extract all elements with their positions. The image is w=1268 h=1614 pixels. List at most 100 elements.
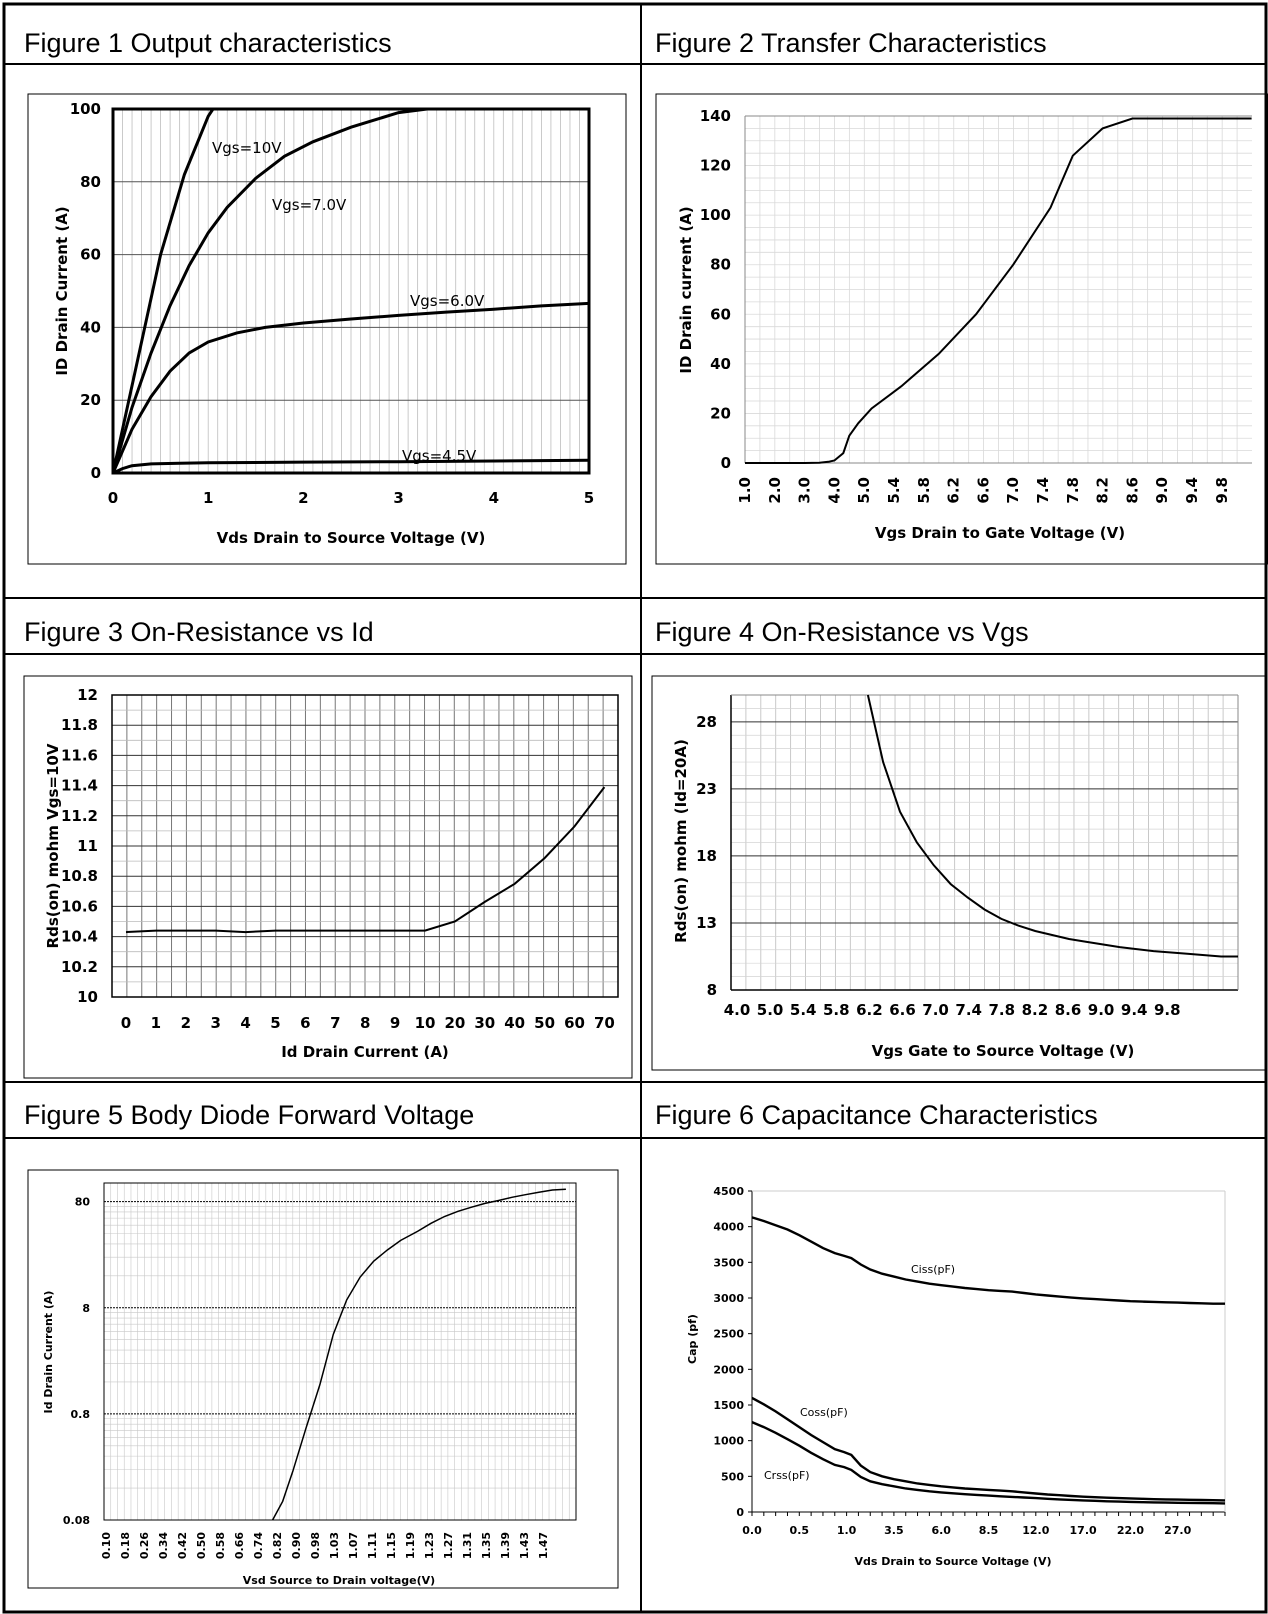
series-line-diode	[271, 1188, 566, 1521]
series-label: Ciss(pF)	[911, 1263, 955, 1276]
x-tick-label: 1.35	[480, 1532, 493, 1559]
y-tick-label: 100	[700, 206, 731, 224]
figure2-title: Figure 2 Transfer Characteristics	[655, 28, 1047, 58]
x-tick-label: 1.0	[736, 477, 754, 504]
y-tick-label: 120	[700, 157, 731, 175]
x-tick-label: 7.8	[1064, 477, 1082, 504]
x-tick-label: 6.6	[974, 477, 992, 504]
x-tick-label: 5.8	[823, 1001, 850, 1019]
chart2-frame	[655, 93, 1268, 565]
x-tick-label: 9.0	[1153, 477, 1171, 504]
y-tick-label: 28	[696, 713, 717, 731]
y-tick-label: 1000	[713, 1435, 744, 1448]
x-tick-label: 8.6	[1055, 1001, 1082, 1019]
x-tick-label: 70	[594, 1014, 615, 1032]
x-tick-label: 0.18	[119, 1532, 132, 1559]
x-tick-label: 0.10	[100, 1532, 113, 1559]
y-tick-label: 11.4	[61, 777, 98, 795]
x-tick-label: 1.39	[499, 1532, 512, 1559]
y-axis-label: ID Drain Current (A)	[53, 206, 71, 375]
series-label: Vgs=10V	[212, 139, 282, 157]
x-tick-label: 5.8	[915, 477, 933, 504]
x-tick-label: 0.58	[214, 1532, 227, 1559]
x-tick-label: 0	[121, 1014, 131, 1032]
x-tick-label: 0.90	[290, 1532, 303, 1559]
x-tick-label: 50	[534, 1014, 555, 1032]
x-tick-label: 8.2	[1094, 477, 1112, 504]
x-tick-label: 0.34	[157, 1532, 170, 1559]
y-tick-label: 8	[82, 1302, 90, 1315]
x-tick-label: 7.4	[1034, 477, 1052, 504]
x-tick-label: 7.0	[922, 1001, 949, 1019]
y-tick-label: 12	[77, 686, 98, 704]
y-tick-label: 0	[736, 1506, 744, 1519]
y-tick-label: 40	[710, 355, 731, 373]
x-axis-label: Vgs Gate to Source Voltage (V)	[872, 1042, 1135, 1060]
y-tick-label: 3500	[713, 1256, 744, 1269]
y-tick-label: 0.08	[63, 1514, 90, 1527]
figure4-title: Figure 4 On-Resistance vs Vgs	[655, 617, 1029, 647]
y-tick-label: 10.8	[61, 867, 98, 885]
y-tick-label: 20	[710, 404, 731, 422]
series-line-0	[111, 108, 215, 474]
x-tick-label: 6.6	[889, 1001, 916, 1019]
x-axis-label: Id Drain Current (A)	[281, 1043, 449, 1061]
y-axis-label: Rds(on) mohm Vgs=10V	[44, 743, 62, 948]
y-tick-label: 3000	[713, 1292, 744, 1305]
x-tick-label: 1.11	[366, 1532, 379, 1559]
series-line-transfer	[745, 117, 1252, 464]
x-tick-label: 4.0	[825, 477, 843, 504]
chart4-frame	[651, 675, 1267, 1071]
x-tick-label: 0.82	[271, 1532, 284, 1559]
plot-area	[111, 107, 591, 475]
x-tick-label: 1.27	[442, 1532, 455, 1559]
series-line-3	[112, 458, 590, 475]
x-tick-label: 7.8	[989, 1001, 1016, 1019]
x-axis-label: Vgs Drain to Gate Voltage (V)	[875, 524, 1125, 542]
y-tick-label: 2000	[713, 1363, 744, 1376]
series-line-1	[751, 1396, 1226, 1502]
x-tick-label: 8.5	[979, 1524, 999, 1537]
x-tick-label: 0.66	[233, 1532, 246, 1559]
x-tick-label: 12.0	[1022, 1524, 1049, 1537]
y-tick-label: 500	[721, 1470, 744, 1483]
x-tick-label: 10	[415, 1014, 436, 1032]
x-tick-label: 30	[474, 1014, 495, 1032]
y-tick-label: 20	[80, 391, 101, 409]
x-tick-label: 3	[393, 489, 403, 507]
y-tick-label: 13	[696, 914, 717, 932]
series-line-2	[111, 301, 590, 474]
x-tick-label: 0.98	[309, 1532, 322, 1559]
x-tick-label: 9.8	[1154, 1001, 1181, 1019]
x-tick-label: 7.0	[1004, 477, 1022, 504]
x-tick-label: 7.4	[955, 1001, 982, 1019]
y-tick-label: 10.4	[61, 928, 98, 946]
series-line-rdson	[866, 694, 1238, 958]
x-tick-label: 1.0	[837, 1524, 857, 1537]
x-tick-label: 4.0	[724, 1001, 751, 1019]
plot-area	[103, 1182, 577, 1521]
y-axis-label: Id Drain Current (A)	[42, 1291, 55, 1414]
x-tick-label: 5.4	[790, 1001, 817, 1019]
x-tick-label: 6	[300, 1014, 310, 1032]
y-tick-label: 80	[710, 256, 731, 274]
y-tick-label: 11.8	[61, 716, 98, 734]
x-tick-label: 5	[584, 489, 594, 507]
series-label: Vgs=6.0V	[410, 292, 485, 310]
y-tick-label: 60	[80, 246, 101, 264]
chart3-frame	[23, 675, 633, 1079]
x-tick-label: 1.07	[347, 1532, 360, 1559]
chart-output-characteristics: 0 20 40 60 80 100 0 1 2 3 4 5 Vgs=10V Vgs=7.0V Vgs=6.0…	[53, 100, 594, 547]
x-tick-label: 9.4	[1121, 1001, 1148, 1019]
x-tick-label: 5.0	[757, 1001, 784, 1019]
x-tick-label: 0.5	[790, 1524, 810, 1537]
y-axis-label: ID Drain current (A)	[677, 206, 695, 373]
y-tick-label: 10	[77, 988, 98, 1006]
x-tick-label: 5.0	[855, 477, 873, 504]
plot-area	[111, 694, 619, 998]
x-tick-label: 1.19	[404, 1532, 417, 1559]
figure6-title: Figure 6 Capacitance Characteristics	[655, 1100, 1098, 1130]
x-tick-label: 1.47	[537, 1532, 550, 1559]
y-tick-label: 18	[696, 847, 717, 865]
x-tick-label: 60	[564, 1014, 585, 1032]
